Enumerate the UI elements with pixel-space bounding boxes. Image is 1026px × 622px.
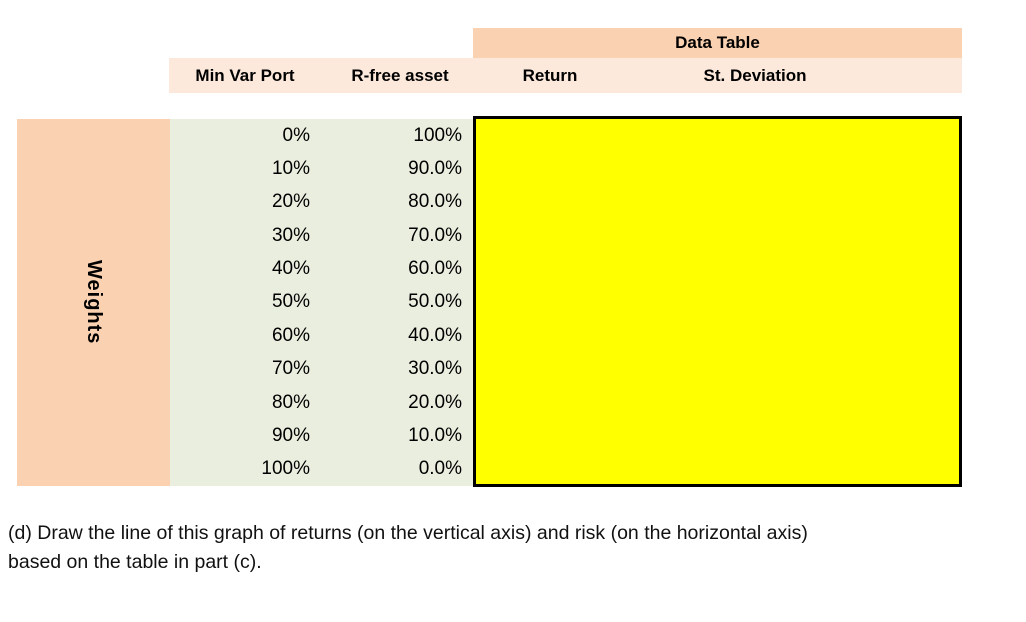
- data-table-title-cell[interactable]: Data Table: [473, 28, 962, 58]
- table-row: 60% 40.0%: [170, 319, 473, 352]
- column-header-min-var-port[interactable]: Min Var Port: [195, 65, 295, 85]
- column-header-st-deviation[interactable]: St. Deviation: [703, 65, 807, 85]
- question-text: (d) Draw the line of this graph of retur…: [8, 519, 1020, 577]
- column-header-band: Min Var Port R-free asset Return St. Dev…: [169, 58, 962, 93]
- caption-line-2: based on the table in part (c).: [8, 551, 262, 573]
- r-free-asset-cell[interactable]: 10.0%: [408, 424, 462, 446]
- column-header-return[interactable]: Return: [522, 65, 578, 85]
- min-var-port-cell[interactable]: 90%: [271, 424, 310, 446]
- table-row: 50% 50.0%: [170, 286, 473, 319]
- min-var-port-cell[interactable]: 50%: [271, 291, 310, 313]
- min-var-port-cell[interactable]: 30%: [271, 224, 310, 246]
- min-var-port-cell[interactable]: 20%: [271, 191, 310, 213]
- min-var-port-cell[interactable]: 10%: [271, 158, 310, 180]
- table-row: 40% 60.0%: [170, 252, 473, 285]
- table-row: 10% 90.0%: [170, 152, 473, 185]
- min-var-port-cell[interactable]: 80%: [271, 391, 310, 413]
- table-row: 20% 80.0%: [170, 186, 473, 219]
- r-free-asset-cell[interactable]: 80.0%: [408, 191, 462, 213]
- table-row: 80% 20.0%: [170, 386, 473, 419]
- weights-values-area: 0% 100% 10% 90.0% 20% 80.0% 30% 70.0% 40…: [170, 119, 473, 486]
- min-var-port-cell[interactable]: 40%: [271, 258, 310, 280]
- caption-line-1: (d) Draw the line of this graph of retur…: [8, 522, 808, 544]
- table-row: 0% 100%: [170, 119, 473, 152]
- min-var-port-cell[interactable]: 60%: [271, 324, 310, 346]
- min-var-port-cell[interactable]: 70%: [271, 358, 310, 380]
- table-row: 100% 0.0%: [170, 453, 473, 486]
- table-row: 90% 10.0%: [170, 419, 473, 452]
- r-free-asset-cell[interactable]: 30.0%: [408, 358, 462, 380]
- weights-label: Weights: [83, 260, 105, 345]
- column-header-r-free-asset[interactable]: R-free asset: [351, 65, 449, 85]
- table-row: 70% 30.0%: [170, 353, 473, 386]
- chart-placeholder[interactable]: [473, 116, 962, 487]
- r-free-asset-cell[interactable]: 60.0%: [408, 258, 462, 280]
- table-row: 30% 70.0%: [170, 219, 473, 252]
- r-free-asset-cell[interactable]: 100%: [413, 124, 462, 146]
- weights-row-header-cell[interactable]: Weights: [17, 119, 170, 486]
- min-var-port-cell[interactable]: 0%: [282, 124, 310, 146]
- r-free-asset-cell[interactable]: 70.0%: [408, 224, 462, 246]
- r-free-asset-cell[interactable]: 0.0%: [418, 458, 462, 480]
- r-free-asset-cell[interactable]: 50.0%: [408, 291, 462, 313]
- min-var-port-cell[interactable]: 100%: [261, 458, 310, 480]
- data-table-title: Data Table: [675, 33, 760, 52]
- r-free-asset-cell[interactable]: 90.0%: [408, 158, 462, 180]
- r-free-asset-cell[interactable]: 20.0%: [408, 391, 462, 413]
- r-free-asset-cell[interactable]: 40.0%: [408, 324, 462, 346]
